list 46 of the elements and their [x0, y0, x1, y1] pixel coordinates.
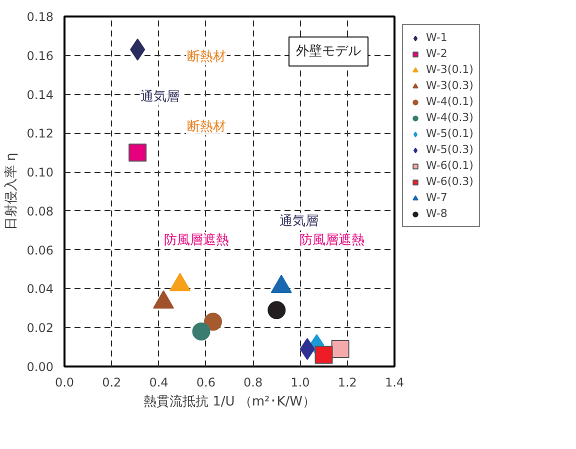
x-tick-label: 1.2 [338, 376, 357, 390]
point [314, 346, 333, 364]
y-tick-label: 0.06 [26, 243, 54, 258]
y-tick-label: 0.02 [26, 321, 54, 336]
x-tick-label: 1.0 [290, 376, 310, 390]
annotation: 通気層 [279, 214, 318, 229]
point [331, 340, 350, 358]
legend-label: W-4(0.3) [426, 111, 474, 124]
y-tick-label: 0.14 [26, 88, 54, 102]
annotation: 通気層 [140, 90, 180, 104]
x-axis-title: 熱貫流抵抗 1/U （m²･K/W） [143, 394, 316, 410]
annotation: 断熱材 [186, 49, 226, 64]
point [128, 144, 147, 162]
y-tick-label: 0.12 [26, 126, 54, 141]
point [300, 338, 315, 360]
x-tick-label: 0.0 [54, 376, 74, 390]
legend-label: W-3(0.3) [426, 79, 474, 92]
annotation: 防風層遮熱 [164, 233, 229, 248]
y-tick-label: 0.00 [26, 360, 54, 374]
x-tick-label: 0.8 [244, 376, 263, 390]
legend-label: W-5(0.3) [426, 143, 474, 156]
y-tick-label: 0.04 [26, 282, 54, 296]
legend-label: W-4(0.1) [426, 95, 474, 108]
y-tick-label: 0.16 [26, 48, 54, 63]
x-tick-label: 0.2 [102, 376, 122, 390]
legend-label: W-1 [426, 31, 448, 44]
y-tick-label: 0.08 [26, 204, 54, 218]
y-tick-label: 0.10 [26, 166, 54, 180]
legend-label: W-7 [426, 191, 448, 204]
y-tick-label: 0.18 [26, 10, 54, 24]
point [192, 322, 210, 340]
point [268, 301, 286, 320]
legend-label: W-8 [426, 207, 448, 220]
x-tick-label: 1.4 [384, 376, 404, 390]
legend-label: W-6(0.3) [426, 175, 474, 188]
legend-label: W-5(0.1) [426, 127, 474, 140]
annotation: 防風層遮熱 [299, 233, 364, 248]
legend-label: W-6(0.1) [426, 159, 474, 172]
legend-label: W-3(0.1) [426, 63, 474, 76]
legend-label: W-2 [426, 47, 448, 60]
annotation: 断熱材 [186, 119, 226, 134]
x-tick-label: 0.4 [149, 376, 168, 390]
x-tick-label: 0.6 [196, 376, 216, 390]
annotation: 外壁モデル [296, 44, 361, 59]
point [204, 312, 222, 331]
y-axis-title: 日射侵入率 η [2, 152, 19, 230]
